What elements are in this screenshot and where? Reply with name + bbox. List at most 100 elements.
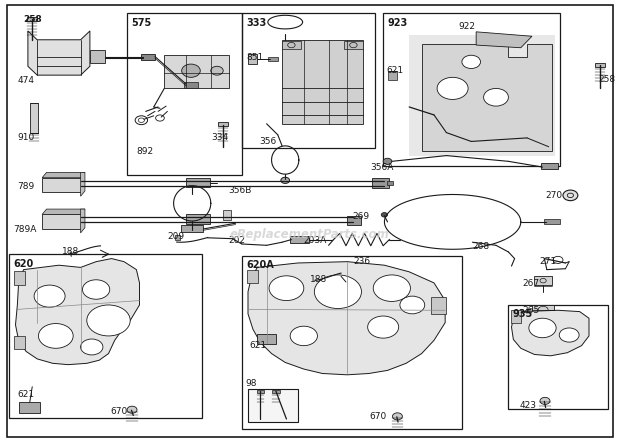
Text: 269: 269 — [352, 212, 370, 221]
Bar — [282, 40, 363, 124]
Text: 202: 202 — [228, 236, 245, 245]
Circle shape — [343, 281, 349, 285]
Polygon shape — [42, 209, 85, 214]
Text: 267: 267 — [522, 279, 539, 288]
Circle shape — [182, 64, 200, 77]
Circle shape — [400, 296, 425, 314]
Text: 935: 935 — [513, 309, 533, 319]
Bar — [344, 41, 363, 49]
Polygon shape — [512, 310, 589, 356]
Bar — [19, 402, 40, 413]
Text: 621: 621 — [386, 66, 404, 75]
Bar — [248, 54, 257, 64]
Text: 188: 188 — [310, 275, 327, 284]
Circle shape — [281, 177, 290, 183]
Bar — [186, 214, 210, 224]
Bar — [431, 297, 446, 314]
Bar — [90, 50, 105, 63]
Circle shape — [381, 213, 388, 217]
Circle shape — [290, 326, 317, 346]
Circle shape — [82, 280, 110, 299]
Text: 209: 209 — [167, 232, 185, 241]
Bar — [508, 305, 608, 409]
Text: 271: 271 — [539, 257, 557, 266]
Bar — [544, 219, 560, 224]
Circle shape — [529, 318, 556, 338]
Circle shape — [34, 285, 65, 307]
Bar — [14, 336, 25, 349]
Text: 923: 923 — [388, 18, 408, 28]
Text: 423: 423 — [520, 401, 536, 410]
Text: 270: 270 — [546, 191, 563, 200]
Bar — [541, 163, 558, 169]
Bar — [14, 271, 25, 285]
Circle shape — [38, 324, 73, 348]
Bar — [257, 390, 264, 393]
Polygon shape — [81, 209, 85, 233]
Text: 474: 474 — [17, 76, 34, 85]
Text: 620A: 620A — [246, 260, 274, 270]
Text: 333: 333 — [246, 18, 267, 28]
Bar — [383, 13, 560, 166]
Text: 789A: 789A — [14, 225, 37, 234]
Bar — [247, 270, 258, 283]
Bar — [186, 178, 210, 187]
Circle shape — [269, 276, 304, 301]
Bar — [175, 235, 180, 240]
Bar — [141, 54, 155, 60]
Bar — [347, 216, 361, 225]
Circle shape — [314, 275, 361, 309]
Bar — [595, 63, 605, 67]
Polygon shape — [476, 32, 532, 48]
Bar — [387, 181, 393, 185]
Circle shape — [563, 190, 578, 201]
Text: 188: 188 — [62, 248, 79, 256]
Polygon shape — [409, 35, 555, 156]
Bar — [184, 82, 198, 88]
Polygon shape — [81, 172, 85, 196]
Text: 670: 670 — [369, 412, 386, 421]
Text: 670: 670 — [110, 408, 128, 416]
Circle shape — [484, 88, 508, 106]
Text: 575: 575 — [131, 18, 152, 28]
Polygon shape — [42, 214, 81, 229]
Text: 258: 258 — [598, 75, 616, 84]
Bar — [242, 13, 375, 148]
Text: eReplacementParts.com: eReplacementParts.com — [230, 228, 390, 241]
Text: 334: 334 — [211, 133, 228, 141]
Bar — [223, 210, 231, 220]
Bar — [164, 55, 229, 88]
Text: 922: 922 — [459, 22, 476, 31]
Text: 236: 236 — [353, 257, 371, 266]
Text: 620: 620 — [14, 259, 34, 269]
Polygon shape — [28, 31, 90, 75]
Text: 910: 910 — [17, 133, 35, 141]
Circle shape — [373, 275, 410, 301]
Polygon shape — [42, 172, 85, 178]
Text: 851: 851 — [247, 53, 264, 62]
Bar — [218, 122, 228, 126]
Bar — [127, 13, 242, 175]
Circle shape — [127, 406, 137, 413]
Bar — [282, 41, 301, 49]
Text: 203A: 203A — [304, 236, 327, 245]
Text: 265: 265 — [522, 306, 539, 315]
Circle shape — [368, 316, 399, 338]
Circle shape — [211, 66, 223, 75]
Bar — [290, 236, 309, 243]
Text: 356A: 356A — [371, 163, 394, 171]
Text: 356: 356 — [259, 137, 277, 146]
Bar — [511, 310, 521, 323]
Text: 892: 892 — [136, 147, 154, 156]
Circle shape — [540, 397, 550, 404]
Polygon shape — [422, 44, 552, 151]
Circle shape — [81, 339, 103, 355]
Text: 356B: 356B — [228, 187, 252, 195]
Bar — [534, 276, 552, 285]
Polygon shape — [248, 262, 445, 375]
Circle shape — [392, 413, 402, 420]
Bar — [30, 103, 38, 133]
Bar — [9, 254, 202, 418]
Bar — [181, 225, 203, 232]
Text: 621: 621 — [249, 341, 267, 350]
